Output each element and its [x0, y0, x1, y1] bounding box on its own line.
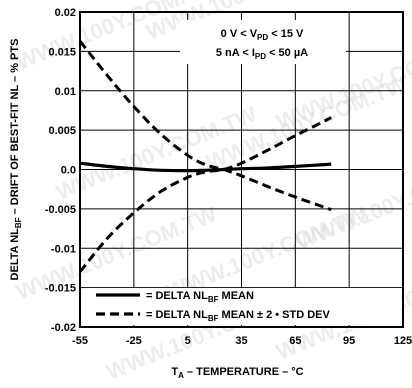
- x-tick-label: -25: [126, 335, 142, 347]
- x-tick-label: 35: [235, 335, 247, 347]
- y-tick-label: -0.02: [51, 322, 76, 334]
- y-tick-label: 0.01: [55, 86, 76, 98]
- annotation-background: [180, 20, 346, 64]
- y-tick-label: 0.015: [48, 46, 76, 58]
- legend: = DELTA NLBF MEAN = DELTA NLBF MEAN ± 2 •…: [83, 288, 401, 325]
- annotation-layer: 0 V < VPD < 15 V 5 nA < IPD < 50 µA: [180, 20, 346, 64]
- annotation-ipd-range: 5 nA < IPD < 50 µA: [216, 47, 308, 61]
- x-tick-label: 125: [394, 335, 412, 347]
- x-tick-label: 95: [343, 335, 355, 347]
- plot-frame: [79, 11, 404, 328]
- y-tick-label: -0.005: [45, 204, 76, 216]
- x-tick-label: -55: [72, 335, 88, 347]
- legend-label-band: = DELTA NLBF MEAN ± 2 • STD DEV: [146, 309, 331, 323]
- x-tick-labels: -55 -25 5 35 65 95 125: [72, 335, 412, 347]
- y-tick-label: -0.015: [45, 283, 76, 295]
- series-upper-band-line: [78, 40, 332, 212]
- y-tick-label: 0.02: [55, 7, 76, 19]
- series-layer: [78, 40, 332, 273]
- x-tick-label: 65: [289, 335, 301, 347]
- y-tick-label: -0.01: [51, 243, 76, 255]
- y-tick-labels: -0.02 -0.015 -0.01 -0.005 0.0 0.005 0.01 0.015 0…: [45, 7, 76, 334]
- x-axis-title: TA – TEMPERATURE – °C: [171, 366, 303, 380]
- y-tick-label: 0.0: [61, 165, 76, 177]
- x-tick-label: 5: [185, 335, 191, 347]
- y-tick-label: 0.005: [48, 125, 76, 137]
- y-axis-title: DELTA NLBF – DRIFT OF BEST-FIT NL – % PT…: [9, 39, 23, 281]
- annotation-vpd-range: 0 V < VPD < 15 V: [221, 28, 304, 42]
- legend-label-mean: = DELTA NLBF MEAN: [146, 290, 254, 304]
- series-lower-band-line: [78, 116, 332, 273]
